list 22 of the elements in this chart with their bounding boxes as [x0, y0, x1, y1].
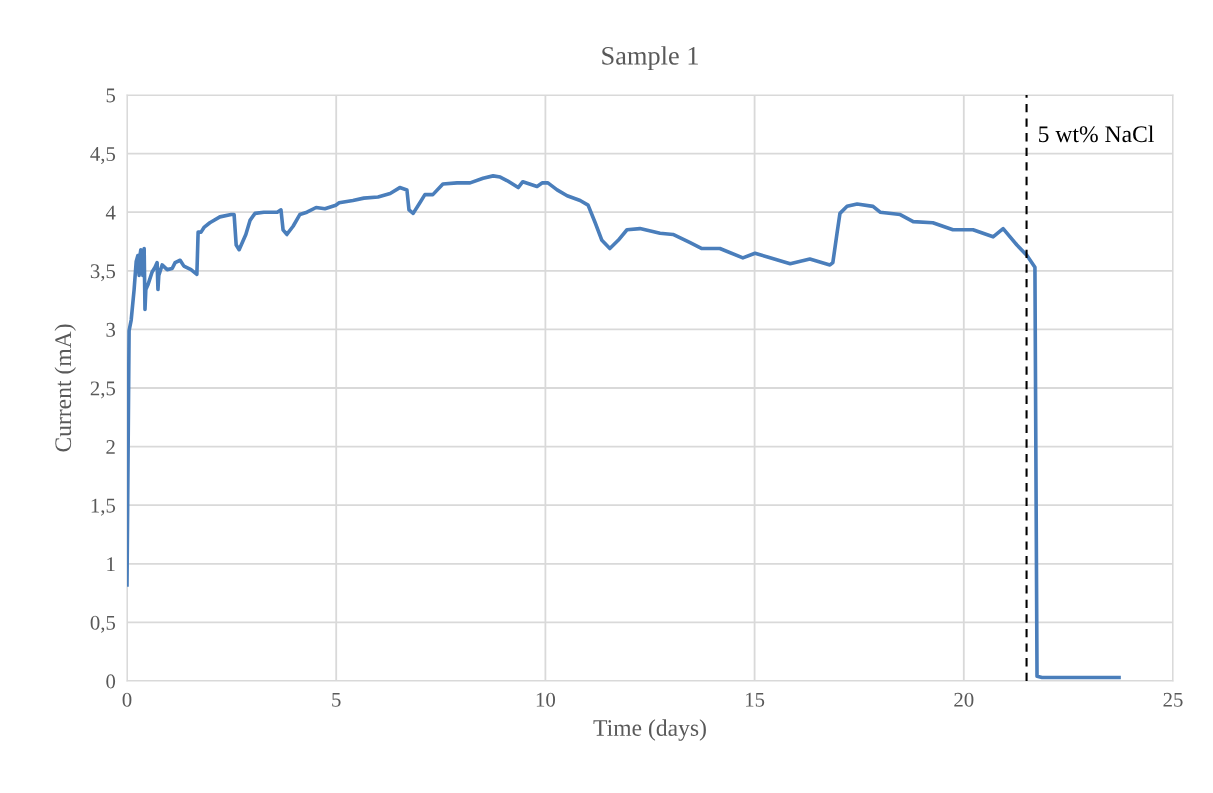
y-axis-title: Current (mA) — [54, 324, 76, 452]
y-tick-label: 0 — [106, 674, 116, 689]
x-tick-label: 5 — [332, 692, 341, 707]
y-tick-label: 4,5 — [90, 147, 116, 165]
y-tick-label: 3,5 — [90, 264, 116, 282]
y-tick-label: 2 — [106, 440, 115, 454]
y-tick-label: 1 — [107, 557, 115, 572]
y-tick-label: 4 — [105, 205, 116, 220]
y-tick-label: 5 — [106, 88, 116, 103]
x-tick-label: 25 — [1163, 692, 1183, 707]
line-series — [127, 174, 1121, 680]
x-tick-label: 0 — [122, 692, 132, 707]
y-tick-label: 0,5 — [90, 615, 116, 633]
chart-title: Sample 1 — [602, 46, 698, 71]
x-tick-label: 20 — [954, 692, 974, 707]
y-tick-label: 1,5 — [91, 498, 116, 516]
x-tick-label: 15 — [746, 692, 765, 707]
x-axis-title: Time (days) — [593, 719, 706, 741]
y-tick-label: 2,5 — [90, 381, 116, 399]
x-tick-label: 10 — [536, 692, 556, 707]
y-tick-label: 3 — [106, 322, 116, 337]
ref-line-label: 5 wt% NaCl — [1039, 125, 1154, 143]
